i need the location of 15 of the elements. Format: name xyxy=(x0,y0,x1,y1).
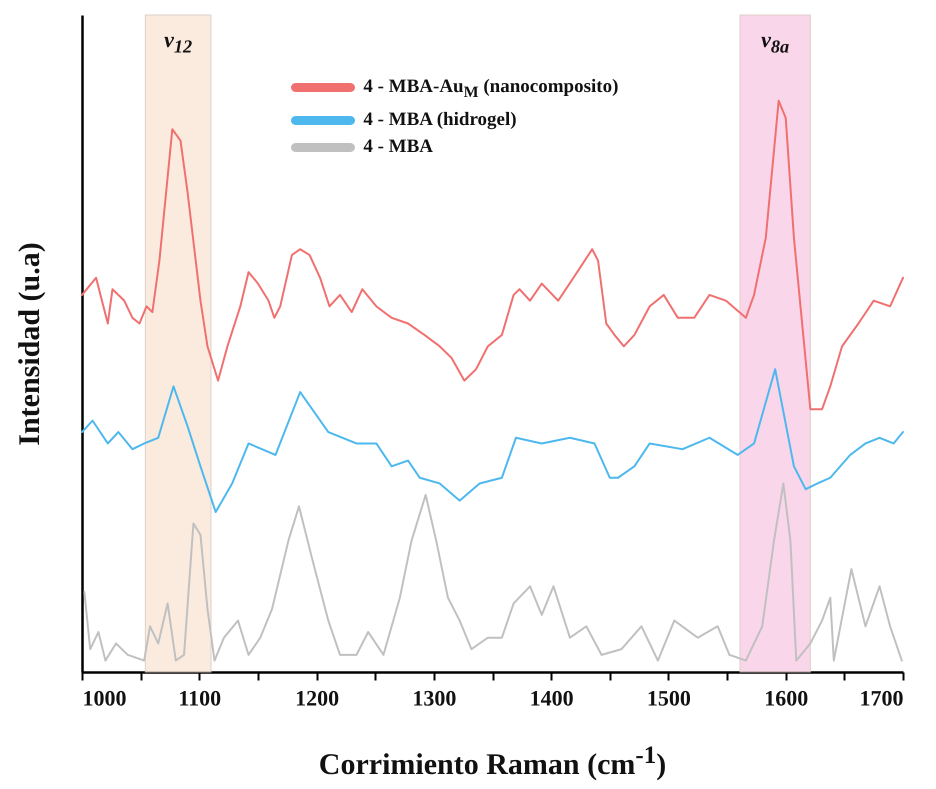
band-label: v$_{8a}$ xyxy=(761,27,790,58)
x-tick-label: 1000 xyxy=(82,686,126,710)
x-tick-label: 1100 xyxy=(178,686,222,710)
legend-label: 4 - MBA-Au$_{M}$ (nanocomposito) xyxy=(362,75,618,103)
x-tick-label: 1400 xyxy=(530,686,574,710)
legend-label: 4 - MBA xyxy=(362,134,434,159)
x-tick-label: 1300 xyxy=(412,686,456,710)
x-axis-title: Corrimiento Raman (cm$^{-1}$) xyxy=(318,742,666,782)
x-tick-label: 1600 xyxy=(764,686,808,710)
x-tick-label: 1200 xyxy=(295,686,340,710)
y-axis-title: Intensidad (u.a) xyxy=(13,242,47,446)
band-label: v$_{12}$ xyxy=(164,27,192,58)
legend-label: 4 - MBA (hidrogel) xyxy=(362,108,518,132)
x-tick-label: 1500 xyxy=(646,686,691,710)
x-tick-label: 1700 xyxy=(860,686,904,710)
